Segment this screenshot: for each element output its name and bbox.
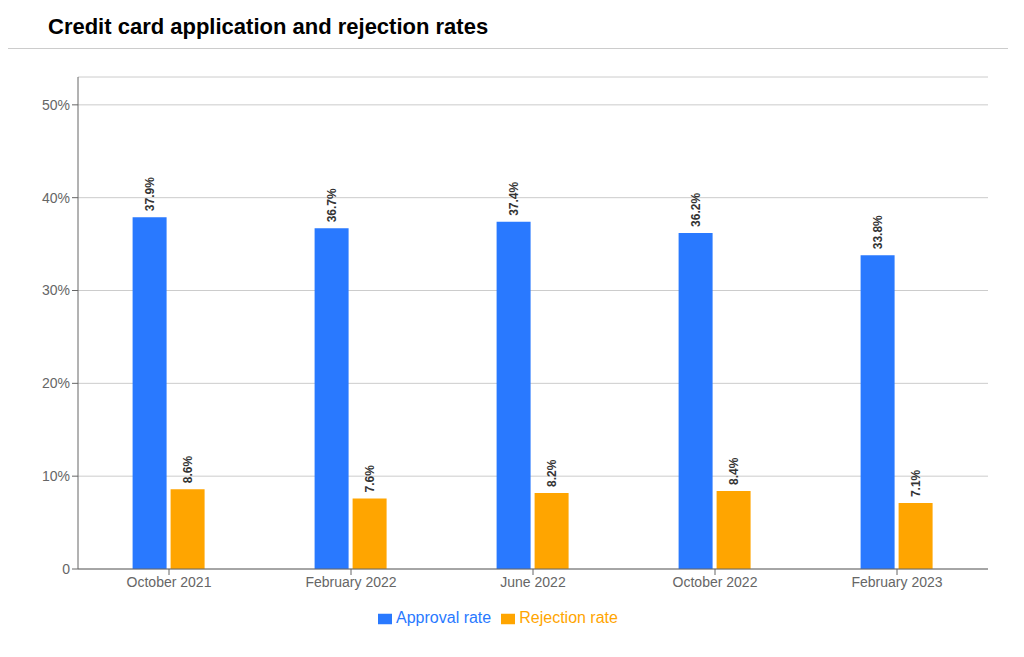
svg-text:10%: 10% xyxy=(42,468,70,484)
svg-text:8.6%: 8.6% xyxy=(181,455,195,483)
svg-text:50%: 50% xyxy=(42,97,70,113)
svg-text:37.9%: 37.9% xyxy=(143,177,157,211)
svg-text:7.1%: 7.1% xyxy=(909,469,923,497)
svg-text:20%: 20% xyxy=(42,375,70,391)
svg-text:October 2021: October 2021 xyxy=(127,574,212,590)
html-text:Credit card application and re: Credit card application and rejection ra… xyxy=(48,14,489,39)
svg-text:36.2%: 36.2% xyxy=(689,193,703,227)
svg-text:February 2023: February 2023 xyxy=(851,574,942,590)
svg-text:February 2022: February 2022 xyxy=(305,574,396,590)
svg-text:0: 0 xyxy=(62,561,70,577)
svg-text:October 2022: October 2022 xyxy=(673,574,758,590)
svg-text:40%: 40% xyxy=(42,190,70,206)
svg-text:36.7%: 36.7% xyxy=(325,188,339,222)
svg-text:37.4%: 37.4% xyxy=(507,181,521,215)
svg-text:30%: 30% xyxy=(42,282,70,298)
svg-text:7.6%: 7.6% xyxy=(363,465,377,493)
svg-text:8.2%: 8.2% xyxy=(545,459,559,487)
svg-text:33.8%: 33.8% xyxy=(871,215,885,249)
svg-text:8.4%: 8.4% xyxy=(727,457,741,485)
svg-text:June 2022: June 2022 xyxy=(500,574,566,590)
html-text:Approval rate: Approval rate xyxy=(396,609,492,626)
html-text:Rejection rate: Rejection rate xyxy=(519,609,618,626)
